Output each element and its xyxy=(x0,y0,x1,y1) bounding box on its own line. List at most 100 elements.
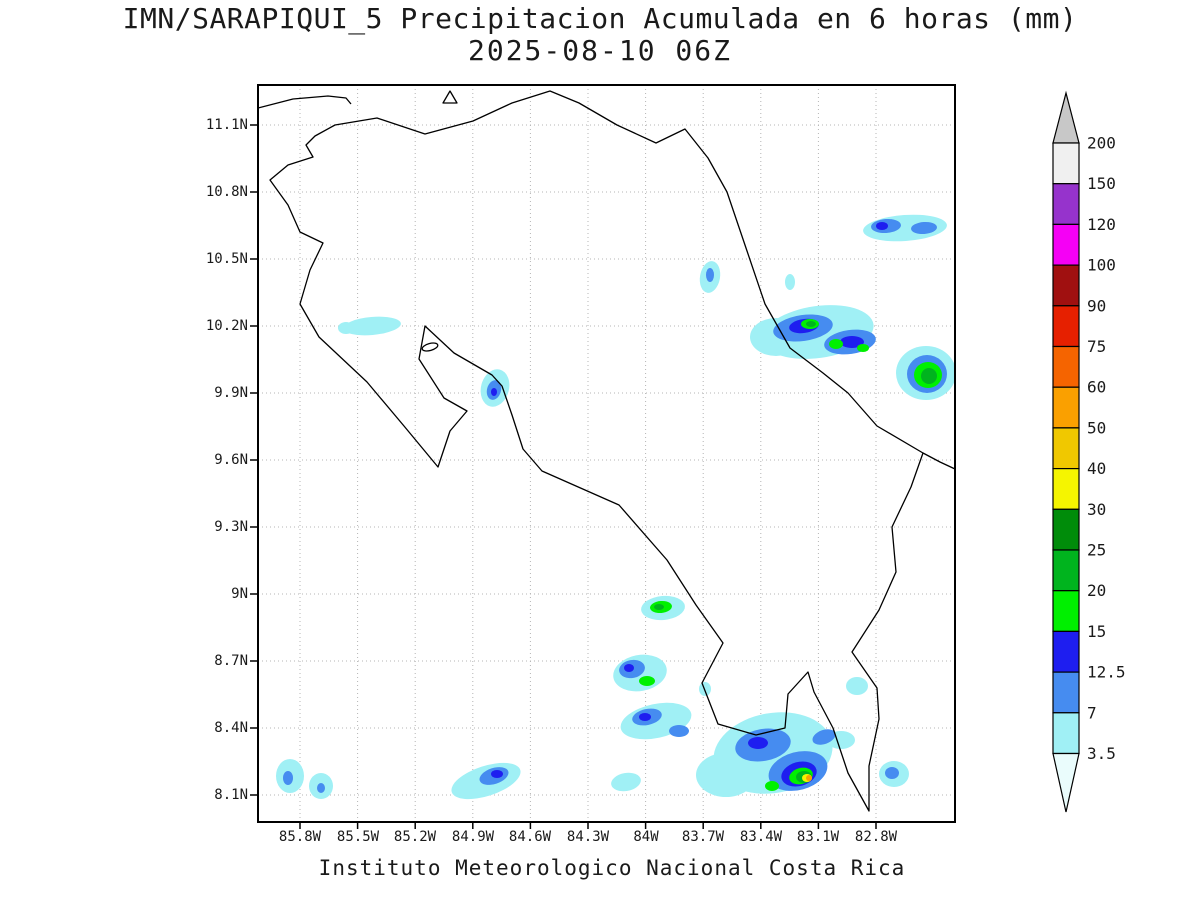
precip-blob xyxy=(812,729,836,745)
map-frame xyxy=(257,84,956,823)
colorbar-label: 200 xyxy=(1087,134,1116,153)
precip-blob xyxy=(639,713,651,721)
colorbar-segment xyxy=(1052,345,1080,388)
colorbar-segment xyxy=(1052,590,1080,633)
precip-overlay xyxy=(276,214,955,800)
lon-tick-label: 83.4W xyxy=(739,829,783,845)
precip-blob xyxy=(840,336,864,348)
lat-tick-label: 10.2N xyxy=(205,318,248,334)
precip-blob xyxy=(785,274,795,290)
lat-tick-label: 11.1N xyxy=(205,117,248,133)
nicaragua-coast-line xyxy=(258,95,352,109)
colorbar-label: 60 xyxy=(1087,378,1106,397)
precip-blob xyxy=(317,783,325,793)
precip-blob xyxy=(283,771,293,785)
graticule-grid xyxy=(258,85,955,822)
precip-blob xyxy=(857,344,869,352)
precip-blob xyxy=(639,676,655,686)
precip-blob xyxy=(624,664,634,672)
precip-blob xyxy=(765,781,779,791)
colorbar-label: 25 xyxy=(1087,541,1106,560)
lon-tick-label: 84.9W xyxy=(451,829,495,845)
colorbar-label: 75 xyxy=(1087,337,1106,356)
precip-blob xyxy=(806,775,812,781)
axis-ticks xyxy=(250,124,877,829)
lon-tick-label: 84W xyxy=(633,829,659,845)
colorbar-label: 30 xyxy=(1087,500,1106,519)
colorbar: 200 150 120 100 90 75 60 50 40 30 25 20 … xyxy=(1052,90,1126,813)
costa-rica-outline xyxy=(269,90,924,812)
colorbar-segment xyxy=(1052,183,1080,225)
lat-tick-label: 8.4N xyxy=(214,720,248,736)
lat-tick-label: 9N xyxy=(231,586,248,602)
precip-blob xyxy=(491,770,503,778)
lake-island-triangle xyxy=(442,90,458,104)
lon-tick-label: 83.1W xyxy=(796,829,840,845)
lat-tick-label: 9.9N xyxy=(214,385,248,401)
coastline xyxy=(258,90,955,812)
colorbar-label: 120 xyxy=(1087,215,1116,234)
colorbar-segment xyxy=(1052,671,1080,714)
map-background xyxy=(258,85,955,822)
colorbar-segment xyxy=(1052,549,1080,592)
precip-blob xyxy=(921,368,937,384)
colorbar-label: 150 xyxy=(1087,174,1116,193)
map-panel xyxy=(250,84,956,829)
lon-tick-label: 82.8W xyxy=(854,829,898,845)
precip-blob xyxy=(911,221,937,235)
colorbar-label: 7 xyxy=(1087,703,1097,722)
page-subtitle: 2025-08-10 06Z xyxy=(467,34,732,67)
lat-tick-label: 8.7N xyxy=(214,653,248,669)
lon-tick-label: 85.2W xyxy=(393,829,437,845)
colorbar-segment xyxy=(1052,468,1080,510)
precip-blob xyxy=(654,604,664,610)
colorbar-segment xyxy=(1052,712,1080,755)
colorbar-label: 50 xyxy=(1087,418,1106,437)
page-title: IMN/SARAPIQUI_5 Precipitacion Acumulada … xyxy=(122,2,1078,35)
colorbar-arrow-bottom xyxy=(1052,752,1080,813)
precip-blob xyxy=(491,388,497,396)
colorbar-label: 40 xyxy=(1087,459,1106,478)
lon-tick-label: 84.6W xyxy=(508,829,552,845)
colorbar-arrow-top xyxy=(1052,90,1080,144)
precip-blob xyxy=(338,322,354,334)
precip-blob xyxy=(876,222,888,230)
footer-credit: Instituto Meteorologico Nacional Costa R… xyxy=(318,856,906,880)
isla-chira-outline xyxy=(421,342,439,352)
precip-blob xyxy=(829,339,843,349)
precip-blob xyxy=(885,767,899,779)
lon-tick-label: 85.5W xyxy=(336,829,380,845)
lon-tick-label: 85.8W xyxy=(278,829,322,845)
colorbar-label: 100 xyxy=(1087,256,1116,275)
colorbar-segment xyxy=(1052,508,1080,551)
colorbar-segment xyxy=(1052,142,1080,185)
precip-blob xyxy=(806,321,816,327)
lon-tick-label: 84.3W xyxy=(566,829,610,845)
lat-tick-label: 10.5N xyxy=(205,251,248,267)
colorbar-label: 3.5 xyxy=(1087,744,1116,763)
lon-tick-label: 83.7W xyxy=(681,829,725,845)
lat-tick-label: 9.6N xyxy=(214,452,248,468)
panama-coast-line xyxy=(922,452,955,470)
lat-tick-label: 10.8N xyxy=(205,184,248,200)
colorbar-label: 90 xyxy=(1087,296,1106,315)
colorbar-segment xyxy=(1052,223,1080,266)
precip-blob xyxy=(706,268,714,282)
lat-tick-label: 8.1N xyxy=(214,787,248,803)
colorbar-label: 15 xyxy=(1087,622,1106,641)
precip-blob xyxy=(611,772,641,792)
colorbar-segment xyxy=(1052,264,1080,307)
colorbar-label: 12.5 xyxy=(1087,663,1126,682)
precip-blob xyxy=(846,677,868,695)
colorbar-segment xyxy=(1052,427,1080,470)
colorbar-segment xyxy=(1052,386,1080,429)
lat-tick-label: 9.3N xyxy=(214,519,248,535)
colorbar-segment xyxy=(1052,305,1080,348)
precip-blob xyxy=(748,737,768,749)
colorbar-label: 20 xyxy=(1087,581,1106,600)
precip-blob xyxy=(669,725,689,737)
precip-blob xyxy=(696,753,756,797)
precip-blob xyxy=(343,316,401,336)
colorbar-segment xyxy=(1052,630,1080,673)
